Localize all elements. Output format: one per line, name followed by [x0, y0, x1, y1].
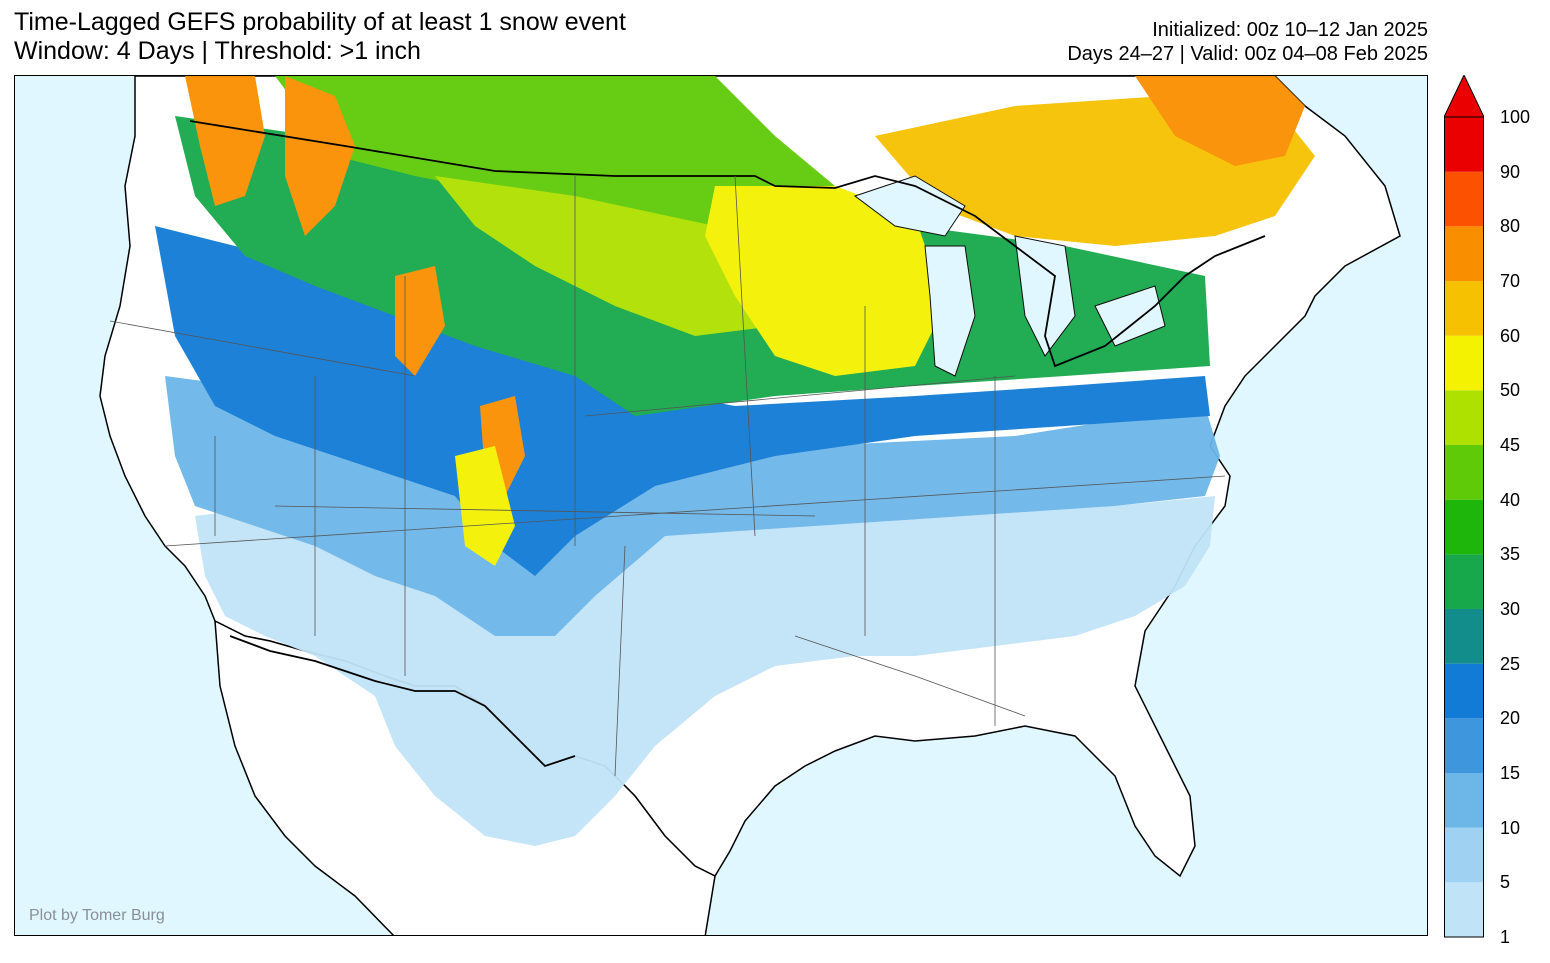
colorbar-swatch [1444, 882, 1484, 937]
run-info: Initialized: 00z 10–12 Jan 2025 Days 24–… [1067, 18, 1428, 66]
initialized-text: Initialized: 00z 10–12 Jan 2025 [1152, 19, 1428, 41]
colorbar-swatch [1444, 390, 1484, 445]
colorbar-tick-label: 80 [1500, 216, 1521, 237]
colorbar-extend-arrow [1444, 75, 1484, 118]
colorbar-tick-label: 100 [1500, 107, 1531, 127]
colorbar-swatch [1444, 335, 1484, 391]
valid-text: Days 24–27 | Valid: 00z 04–08 Feb 2025 [1067, 43, 1428, 65]
probability-shading [155, 76, 1315, 846]
canada-border [189, 120, 1266, 368]
colorbar-swatch [1444, 226, 1484, 281]
colorbar-swatch [1444, 499, 1484, 555]
colorbar-tick-label: 25 [1500, 653, 1521, 674]
colorbar-swatch [1444, 773, 1484, 828]
great-lakes [853, 175, 1166, 377]
colorbar-tick-label: 60 [1500, 325, 1521, 346]
band-west-orange-1 [185, 76, 265, 206]
title-line-1: Time-Lagged GEFS probability of at least… [14, 8, 626, 36]
mexico-border [229, 635, 576, 768]
colorbar-tick-label: 1 [1500, 927, 1511, 947]
colorbar-swatch [1444, 827, 1484, 883]
band-west-orange-2 [285, 76, 355, 236]
colorbar-tick-label: 45 [1500, 435, 1521, 455]
colorbar-tick-label: 5 [1500, 872, 1511, 893]
colorbar-tick-label: 50 [1500, 380, 1521, 401]
colorbar-swatch [1444, 171, 1484, 227]
colorbar-swatch [1444, 445, 1484, 500]
probability-map [15, 76, 1427, 935]
band-west-yellow [455, 446, 515, 566]
title-line-2: Window: 4 Days | Threshold: >1 inch [14, 37, 421, 65]
colorbar-tick-label: 15 [1500, 763, 1521, 783]
band-45-50 [435, 176, 795, 336]
map-title: Time-Lagged GEFS probability of at least… [14, 8, 626, 66]
colorbar-swatch [1444, 609, 1484, 664]
colorbar-swatch [1444, 718, 1484, 773]
colorbar-tick-label: 35 [1500, 544, 1521, 565]
band-70-80 [1135, 76, 1305, 166]
band-50-60 [705, 186, 945, 376]
plot-credit: Plot by Tomer Burg [29, 907, 165, 924]
state-lines [109, 175, 1226, 777]
colorbar [1444, 75, 1484, 938]
colorbar-tick-label: 40 [1500, 489, 1521, 510]
colorbar-tick-label: 30 [1500, 599, 1521, 619]
colorbar-tick-label: 70 [1500, 271, 1521, 291]
colorbar-tick-label: 20 [1500, 708, 1521, 729]
colorbar-swatch [1444, 663, 1484, 719]
colorbar-swatch [1444, 281, 1484, 336]
map-panel[interactable] [14, 75, 1428, 936]
colorbar-border [1444, 116, 1484, 938]
colorbar-tick-label: 10 [1500, 817, 1521, 838]
colorbar-swatch [1444, 117, 1484, 172]
colorbar-swatch [1444, 554, 1484, 609]
colorbar-tick-label: 90 [1500, 161, 1521, 182]
band-west-orange-3 [395, 266, 445, 376]
